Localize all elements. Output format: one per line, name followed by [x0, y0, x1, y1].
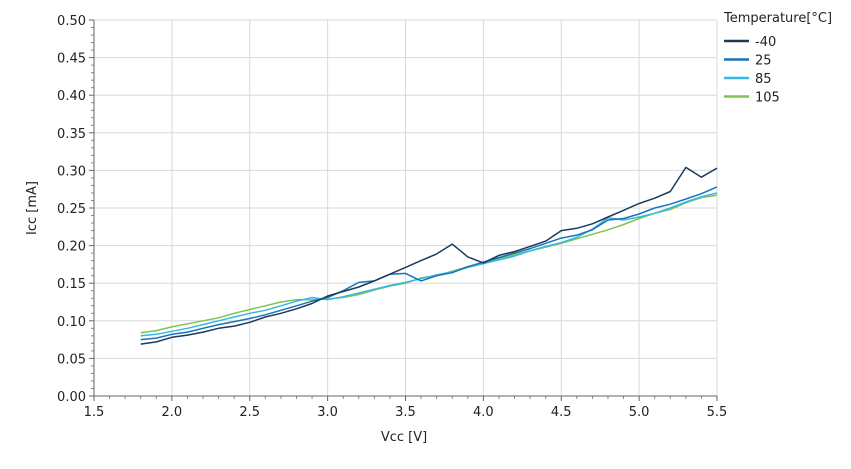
- y-tick-label: 0.00: [57, 390, 86, 405]
- x-tick-label: 1.5: [84, 405, 105, 420]
- legend-label: 85: [755, 72, 772, 87]
- y-axis-title: Icc [mA]: [25, 181, 40, 235]
- x-axis-title: Vcc [V]: [381, 430, 427, 445]
- x-tick-label: 5.0: [629, 405, 650, 420]
- y-tick-label: 0.25: [57, 202, 86, 217]
- legend-label: -40: [755, 35, 776, 50]
- x-tick-label: 2.5: [239, 405, 260, 420]
- grid-lines: [93, 19, 718, 397]
- y-tick-label: 0.20: [57, 240, 86, 255]
- y-tick-label: 0.50: [57, 14, 86, 29]
- x-tick-label: 2.0: [162, 405, 183, 420]
- y-tick-label: 0.45: [57, 52, 86, 67]
- series-line-3: [140, 192, 718, 337]
- series-line-1: [140, 166, 718, 345]
- x-tick-label: 4.5: [551, 405, 572, 420]
- legend-label: 25: [755, 54, 772, 69]
- y-tick-label: 0.30: [57, 164, 86, 179]
- axes: [89, 19, 718, 401]
- x-tick-label: 3.5: [395, 405, 416, 420]
- series-line-2: [140, 186, 718, 341]
- y-tick-label: 0.10: [57, 315, 86, 330]
- tick-labels: 1.5 2.0 2.5 3.0 3.5 4.0 4.5 5.0 5.5 0.00 0.05 0.10 0…: [57, 14, 727, 420]
- y-tick-label: 0.15: [57, 277, 86, 292]
- x-tick-label: 5.5: [707, 405, 728, 420]
- y-tick-label: 0.05: [57, 352, 86, 367]
- legend-title: Temperature[°C]: [723, 11, 832, 26]
- legend: Temperature[°C] -40 25 85 105: [723, 11, 832, 106]
- x-tick-label: 3.0: [317, 405, 338, 420]
- y-tick-label: 0.40: [57, 89, 86, 104]
- series-lines: [140, 166, 718, 345]
- legend-label: 105: [755, 91, 780, 106]
- x-tick-label: 4.0: [473, 405, 494, 420]
- y-tick-label: 0.35: [57, 127, 86, 142]
